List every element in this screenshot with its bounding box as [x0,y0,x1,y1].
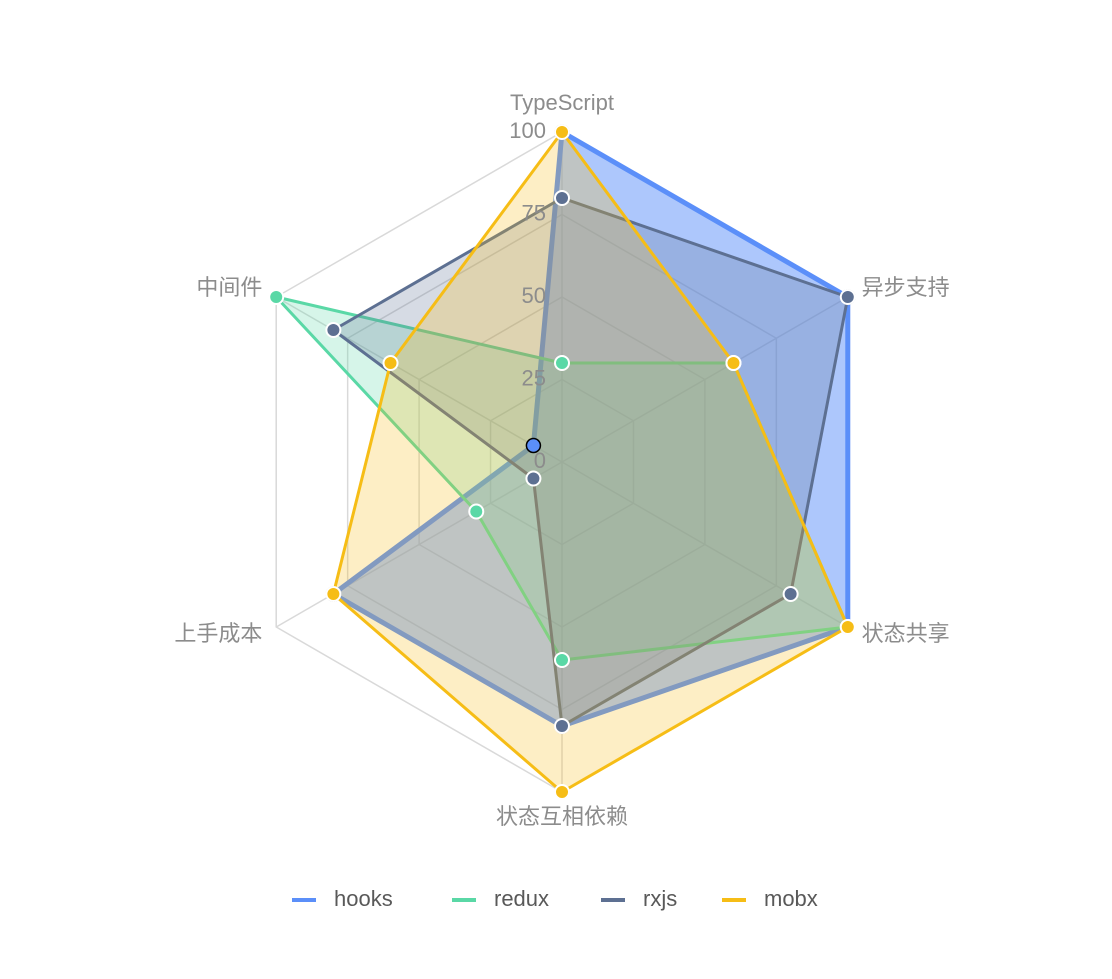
axis-label: TypeScript [510,90,614,115]
tick-label: 75 [522,200,546,225]
tick-label: 0 [534,448,546,473]
radar-point [468,503,485,520]
spoke [275,296,563,463]
radar-point [325,322,342,338]
radar-point [839,619,856,635]
radar-point [839,289,856,305]
radar-point [554,652,570,668]
axis-label: 异步支持 [862,275,950,300]
tick-label: 25 [522,365,546,390]
radar-point [554,784,570,800]
radar-point [554,124,570,140]
tick-label: 100 [509,118,546,143]
radar-area [331,130,850,794]
radar-point [525,437,542,454]
radar-point [268,289,285,305]
axis-label: 状态互相依赖 [496,804,628,829]
tick-label: 50 [522,283,546,308]
radar-point [554,718,570,734]
legend-label: mobx [764,886,818,911]
radar-point [554,355,570,371]
radar-point [725,355,742,371]
axis-label: 中间件 [196,275,262,300]
axis-label: 上手成本 [174,621,262,646]
legend-label: hooks [334,886,393,911]
radar-point [382,355,399,371]
radar-point [782,586,799,602]
radar-point [525,470,542,487]
radar-point [554,190,570,206]
radar-point [325,586,342,602]
legend-label: rxjs [643,886,677,911]
legend-label: redux [494,886,549,911]
axis-label: 状态共享 [862,621,950,646]
